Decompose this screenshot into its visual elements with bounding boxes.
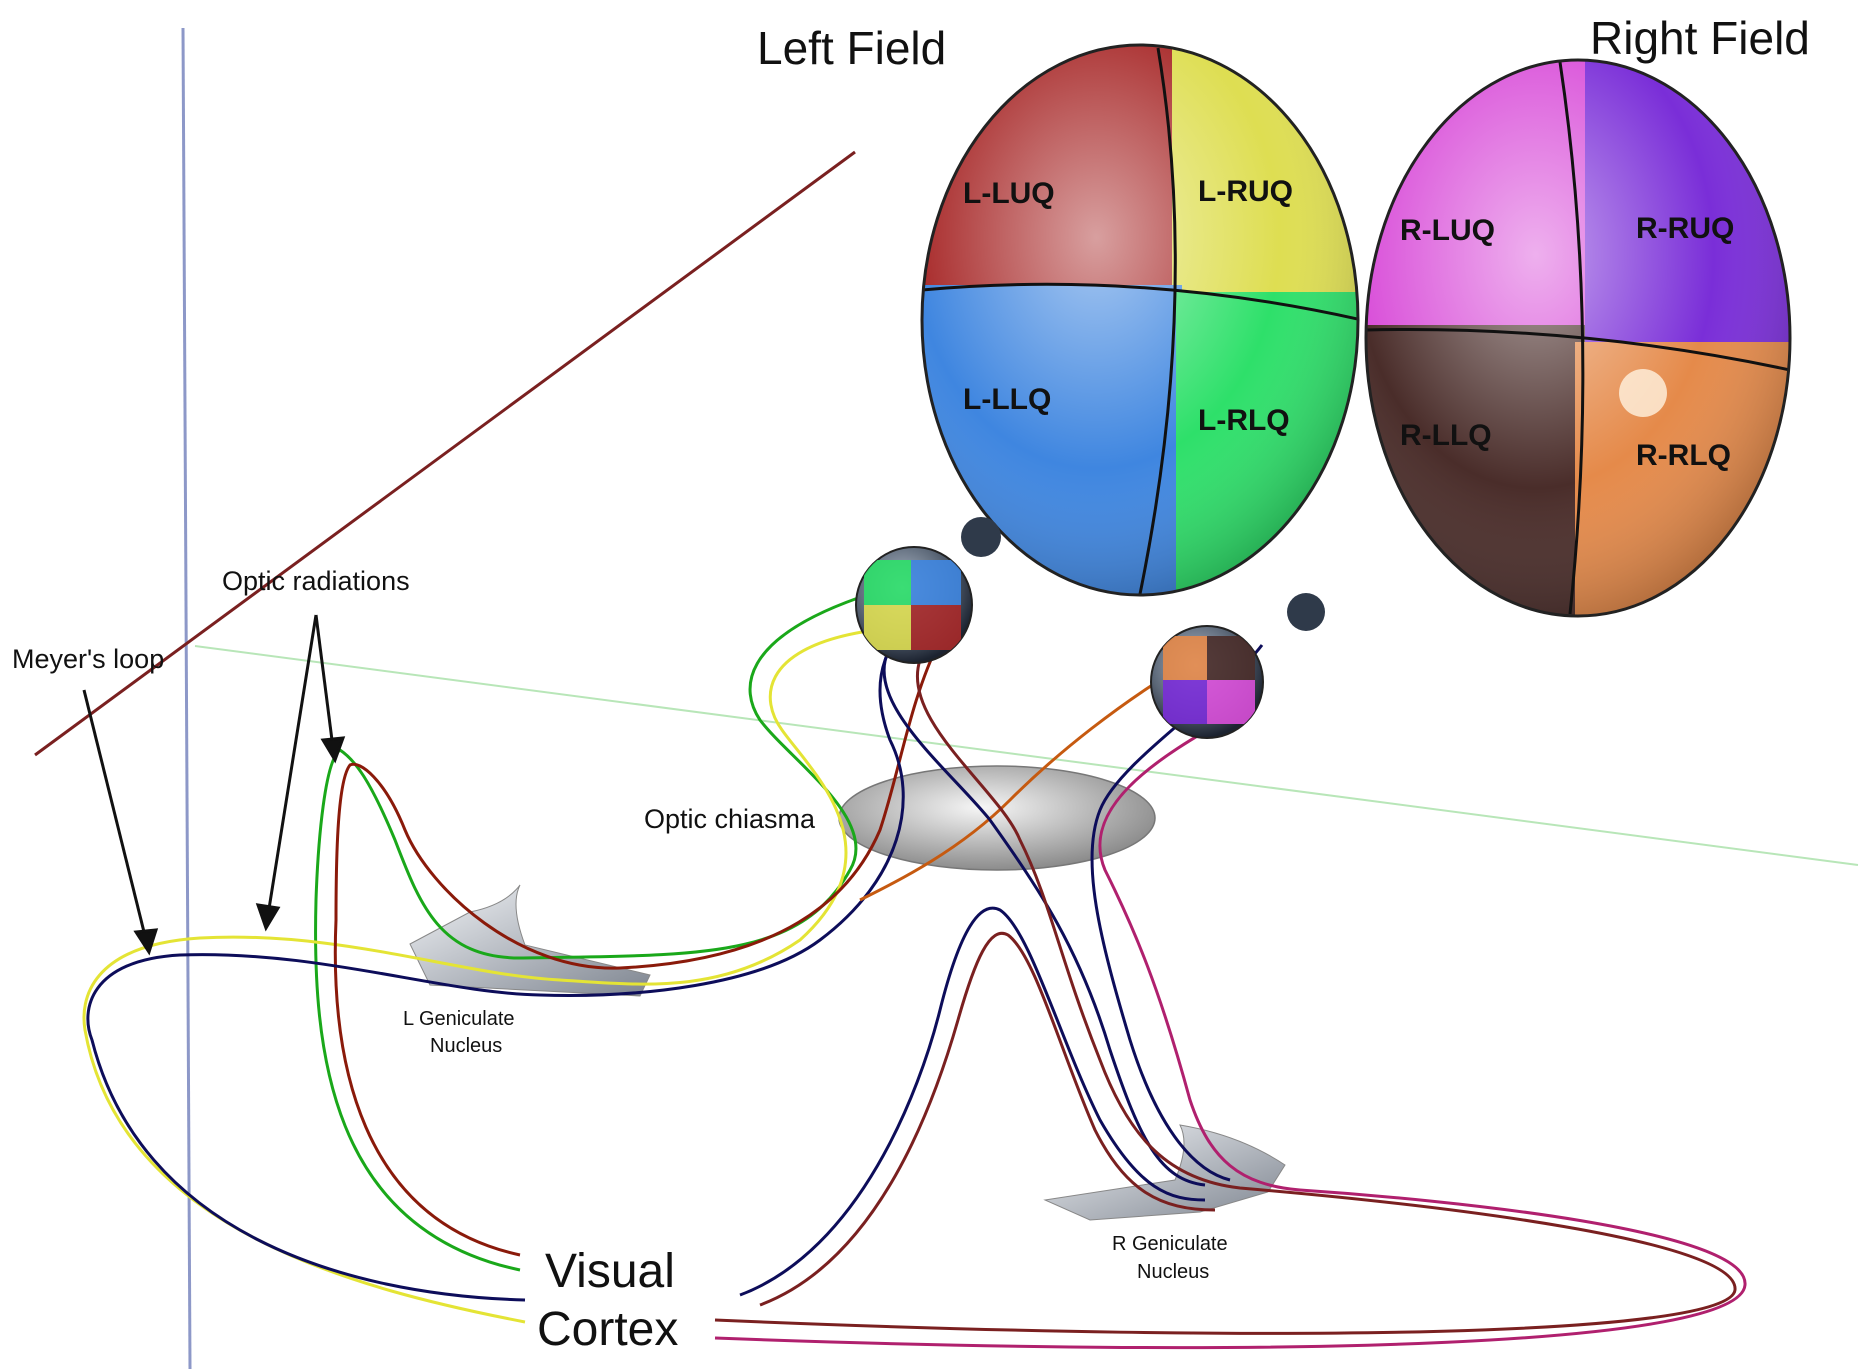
- optic-radiations-arrowhead-right: [320, 736, 346, 764]
- optic-radiations-arrowhead-left: [255, 903, 281, 932]
- fiber-magenta-right: [714, 710, 1747, 1350]
- l-geniculate-nucleus-shape: [409, 884, 651, 997]
- left-field-title: Left Field: [757, 22, 946, 74]
- optic-radiations-arrow-left: [266, 614, 318, 916]
- label-l-rlq: L-RLQ: [1198, 404, 1290, 437]
- fiber-red-left: [333, 639, 942, 1257]
- fiber-orange-cross: [859, 648, 1211, 902]
- annotation-arrows: [82, 614, 346, 956]
- optic-chiasma-label: Optic chiasma: [644, 804, 816, 834]
- label-l-ruq: L-RUQ: [1198, 175, 1293, 208]
- visual-cortex-label-line2: Cortex: [537, 1303, 678, 1356]
- right-field-sphere: [1366, 60, 1790, 616]
- l-geniculate-label-line1: L Geniculate: [403, 1008, 515, 1030]
- label-r-ruq: R-RUQ: [1636, 212, 1734, 245]
- left-eyeball: [855, 517, 1001, 664]
- reference-axes: [34, 27, 1859, 1369]
- left-optic-pathway-fibers: [82, 596, 1211, 1324]
- fiber-brown-right: [714, 659, 1737, 1335]
- r-geniculate-nucleus-shape: [1043, 1124, 1286, 1221]
- right-optic-pathway-fibers: [714, 644, 1747, 1350]
- fiber-brown-cortex-up: [759, 931, 1216, 1307]
- meyers-loop-label: Meyer's loop: [12, 644, 164, 674]
- meyers-loop-arrow: [82, 689, 148, 941]
- r-geniculate-label-line1: R Geniculate: [1112, 1233, 1228, 1255]
- r-geniculate-label-line2: Nucleus: [1137, 1261, 1209, 1283]
- visual-cortex-label-line1: Visual: [545, 1245, 675, 1298]
- optic-radiations-label: Optic radiations: [222, 566, 410, 596]
- fiber-green-left: [314, 596, 859, 1272]
- label-r-rlq: R-RLQ: [1636, 439, 1731, 472]
- fiber-yellow-left: [82, 630, 863, 1324]
- horizontal-axis-line: [194, 645, 1859, 866]
- right-field-title: Right Field: [1590, 12, 1810, 64]
- fiber-navy-cortex-up: [739, 906, 1206, 1297]
- l-geniculate-label-line2: Nucleus: [430, 1035, 502, 1057]
- meyers-loop-arrowhead: [133, 928, 159, 956]
- right-eyeball: [1150, 593, 1325, 739]
- vertical-axis-line: [181, 27, 192, 1369]
- optic-radiations-arrow-right: [314, 614, 335, 749]
- fiber-navy-left: [86, 608, 926, 1302]
- label-r-llq: R-LLQ: [1400, 419, 1492, 452]
- diagonal-axis-line: [34, 150, 856, 757]
- label-l-llq: L-LLQ: [963, 383, 1051, 416]
- label-r-luq: R-LUQ: [1400, 214, 1495, 247]
- label-l-luq: L-LUQ: [963, 177, 1055, 210]
